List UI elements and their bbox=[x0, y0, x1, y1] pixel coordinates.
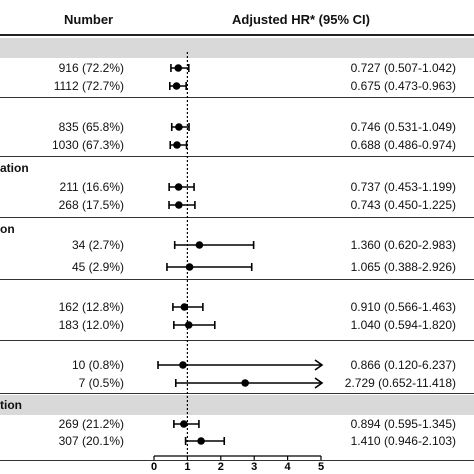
hr-point bbox=[197, 437, 205, 445]
group-label: on bbox=[0, 222, 15, 236]
row-number: 835 (65.8%) bbox=[58, 120, 124, 134]
group-separator bbox=[0, 156, 474, 157]
row-number: 162 (12.8%) bbox=[58, 300, 124, 314]
group-label: tion bbox=[0, 398, 22, 412]
group-separator bbox=[0, 217, 474, 218]
group-separator bbox=[0, 97, 474, 98]
x-tick-label: 0 bbox=[151, 461, 157, 473]
number-column-header: Number bbox=[64, 12, 114, 27]
row-hr-ci: 0.894 (0.595-1.345) bbox=[350, 417, 456, 431]
row-number: 45 (2.9%) bbox=[71, 260, 124, 274]
row-hr-ci: 1.040 (0.594-1.820) bbox=[350, 318, 456, 332]
row-hr-ci: 0.727 (0.507-1.042) bbox=[350, 61, 456, 75]
row-number: 211 (16.6%) bbox=[59, 180, 124, 194]
hr-column-header: Adjusted HR* (95% CI) bbox=[232, 12, 370, 27]
hr-point bbox=[175, 123, 183, 131]
header-rule bbox=[0, 34, 474, 36]
group-band bbox=[0, 395, 474, 415]
ci-arrow bbox=[314, 377, 324, 389]
row-hr-ci: 0.866 (0.120-6.237) bbox=[350, 358, 456, 372]
x-tick-label: 5 bbox=[318, 461, 324, 473]
x-tick-label: 4 bbox=[285, 461, 292, 473]
hr-point bbox=[195, 241, 204, 249]
row-number: 34 (2.7%) bbox=[71, 238, 124, 252]
row-number: 916 (72.2%) bbox=[58, 61, 124, 75]
row-hr-ci: 2.729 (0.652-11.418) bbox=[344, 376, 456, 390]
row-number: 1030 (67.3%) bbox=[51, 138, 124, 152]
row-number: 10 (0.8%) bbox=[71, 358, 124, 372]
hr-point bbox=[175, 201, 183, 209]
row-number: 183 (12.0%) bbox=[58, 318, 124, 332]
row-number: 7 (0.5%) bbox=[78, 376, 124, 390]
hr-point bbox=[184, 321, 193, 329]
row-hr-ci: 0.746 (0.531-1.049) bbox=[350, 120, 456, 134]
row-number: 307 (20.1%) bbox=[58, 434, 124, 448]
group-separator bbox=[0, 279, 474, 280]
ci-arrow bbox=[314, 359, 324, 371]
group-separator bbox=[0, 340, 474, 341]
hr-point bbox=[180, 303, 189, 311]
row-hr-ci: 0.675 (0.473-0.963) bbox=[350, 79, 456, 93]
row-hr-ci: 1.065 (0.388-2.926) bbox=[350, 260, 456, 274]
group-separator bbox=[0, 460, 474, 461]
row-hr-ci: 0.910 (0.566-1.463) bbox=[350, 300, 456, 314]
row-hr-ci: 0.688 (0.486-0.974) bbox=[350, 138, 456, 152]
group-label: ation bbox=[0, 161, 29, 175]
x-tick-label: 1 bbox=[184, 461, 190, 473]
row-number: 269 (21.2%) bbox=[58, 417, 124, 431]
group-separator bbox=[0, 393, 474, 394]
group-band bbox=[0, 38, 474, 58]
hr-point bbox=[173, 141, 181, 149]
row-hr-ci: 0.737 (0.453-1.199) bbox=[350, 180, 456, 194]
hr-point bbox=[172, 82, 181, 90]
row-hr-ci: 1.360 (0.620-2.983) bbox=[350, 238, 456, 252]
hr-point bbox=[241, 379, 249, 387]
row-number: 268 (17.5%) bbox=[58, 198, 124, 212]
hr-point bbox=[174, 183, 183, 191]
hr-point bbox=[179, 361, 187, 369]
row-hr-ci: 1.410 (0.946-2.103) bbox=[350, 434, 456, 448]
row-number: 1112 (72.7%) bbox=[53, 79, 124, 93]
row-hr-ci: 0.743 (0.450-1.225) bbox=[350, 198, 456, 212]
hr-point bbox=[174, 64, 183, 72]
x-tick-label: 3 bbox=[251, 461, 257, 473]
hr-point bbox=[180, 420, 188, 428]
x-tick-label: 2 bbox=[218, 461, 224, 473]
